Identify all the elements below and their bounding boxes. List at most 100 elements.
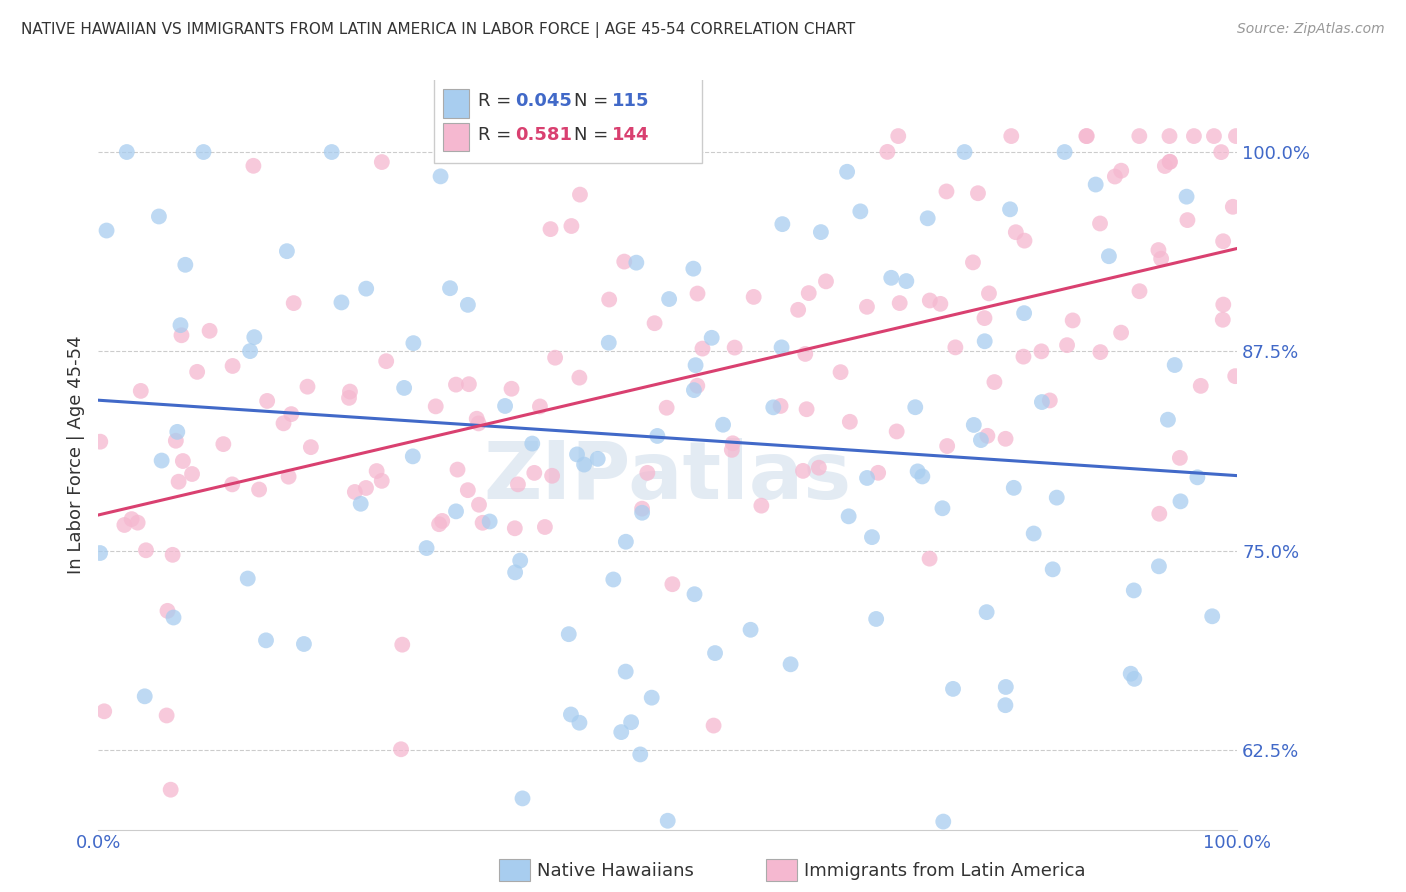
Point [994,680,1017,694]
Point [494,399,516,413]
Point [529,400,551,414]
Point [1031,395,1053,409]
Point [686,286,709,301]
Point [468,498,491,512]
Point [121,512,143,526]
Point [1159,154,1181,169]
Point [936,439,959,453]
Point [568,370,591,384]
Point [432,514,454,528]
Point [973,311,995,326]
Text: NATIVE HAWAIIAN VS IMMIGRANTS FROM LATIN AMERICA IN LABOR FORCE | AGE 45-54 CORR: NATIVE HAWAIIAN VS IMMIGRANTS FROM LATIN… [21,22,855,38]
Point [835,165,858,179]
Point [880,270,903,285]
Point [740,623,762,637]
Point [1014,234,1036,248]
Point [1000,129,1022,144]
Point [572,458,595,472]
Point [1225,129,1247,144]
Point [156,708,179,723]
Point [1109,163,1132,178]
Point [814,274,837,288]
Point [1187,470,1209,484]
Point [904,401,927,415]
Point [614,665,637,679]
Point [769,399,792,413]
Point [792,464,814,478]
Point [918,293,941,308]
Point [1212,312,1234,326]
Point [931,501,953,516]
Point [1022,526,1045,541]
Point [339,384,361,399]
Point [963,417,986,432]
Point [794,347,817,361]
Point [626,255,648,269]
Point [574,145,596,159]
Point [1088,217,1111,231]
Point [415,541,437,555]
Point [371,155,394,169]
Point [489,145,512,159]
Point [277,469,299,483]
FancyBboxPatch shape [434,77,702,162]
Point [112,518,135,533]
Point [1182,129,1205,144]
Point [970,433,993,447]
Point [243,330,266,344]
Point [994,698,1017,713]
Point [541,468,564,483]
Point [444,504,467,518]
Point [337,391,360,405]
Point [721,436,744,450]
Point [1170,494,1192,508]
Point [242,159,264,173]
Point [1222,200,1244,214]
Point [162,548,184,562]
Point [1056,338,1078,352]
Point [129,384,152,398]
Point [770,217,793,231]
Point [1122,583,1144,598]
Point [704,646,727,660]
Point [280,407,302,421]
Point [720,442,742,457]
Point [1149,507,1171,521]
FancyBboxPatch shape [443,89,468,118]
Point [770,340,793,354]
Point [330,295,353,310]
Point [860,530,883,544]
Point [1128,284,1150,298]
Point [93,704,115,718]
Point [429,169,451,184]
Point [540,222,562,236]
Point [932,814,955,829]
Point [198,324,221,338]
Point [239,344,262,359]
Point [762,401,785,415]
Point [612,145,634,159]
Point [742,290,765,304]
Point [148,210,170,224]
Point [1147,559,1170,574]
Point [354,282,377,296]
Text: 144: 144 [612,126,650,144]
Point [558,627,581,641]
Point [568,715,591,730]
Point [1090,345,1112,359]
Point [167,475,190,489]
Point [375,354,398,368]
Point [962,255,984,269]
Text: 115: 115 [612,92,650,111]
Point [1104,169,1126,184]
Point [446,462,468,476]
Point [703,718,725,732]
Point [1159,154,1181,169]
Point [568,187,591,202]
Point [276,244,298,259]
Text: 0.581: 0.581 [515,126,572,144]
Point [1004,225,1026,239]
Point [544,351,567,365]
Point [371,474,394,488]
Point [1046,491,1069,505]
